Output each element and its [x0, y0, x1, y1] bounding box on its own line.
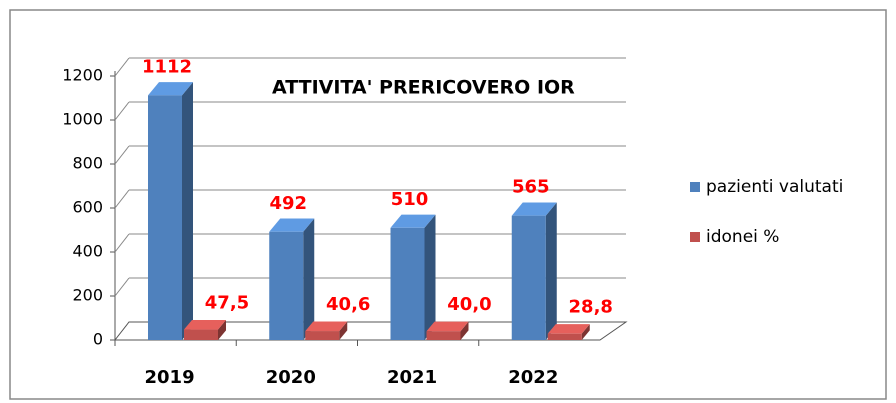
- bar-top: [390, 214, 436, 228]
- data-label: 492: [269, 193, 307, 214]
- data-label: 40,6: [326, 294, 370, 315]
- y-tick-label: 200: [72, 286, 103, 305]
- bar-front: [305, 331, 340, 340]
- bar: [148, 82, 193, 340]
- bar-front: [547, 333, 582, 340]
- bar-side: [581, 324, 590, 340]
- grid-line: [114, 189, 130, 209]
- data-label: 47,5: [205, 293, 249, 314]
- bar-top: [305, 321, 348, 332]
- bar-side: [424, 214, 436, 340]
- bar-front: [390, 227, 425, 340]
- grid-line: [114, 101, 130, 121]
- data-label: 510: [391, 189, 429, 210]
- bar: [547, 324, 590, 340]
- bar: [269, 218, 315, 340]
- data-label: 565: [512, 177, 550, 198]
- bar-side: [182, 82, 193, 340]
- bar: [511, 202, 557, 340]
- bar: [305, 321, 348, 340]
- bar-top: [184, 319, 226, 330]
- x-tick-label: 2021: [387, 367, 437, 388]
- bar-side: [218, 319, 226, 340]
- bar: [390, 214, 436, 340]
- y-tick-label: 600: [72, 198, 103, 217]
- x-tick-label: 2020: [266, 367, 316, 388]
- legend-swatch: [690, 232, 700, 242]
- bar-side: [460, 321, 469, 340]
- bar-top: [511, 202, 557, 216]
- legend-label: idonei %: [706, 227, 779, 247]
- grid-line: [114, 277, 130, 297]
- x-tick-label: 2022: [508, 367, 558, 388]
- grid-line: [114, 57, 130, 77]
- bar-top: [148, 82, 193, 96]
- grid-line: [114, 233, 130, 253]
- data-label: 40,0: [447, 294, 491, 315]
- bar-top: [547, 324, 590, 334]
- y-tick-label: 800: [72, 154, 103, 173]
- bar: [426, 321, 469, 340]
- bar: [184, 319, 226, 340]
- chart-title: ATTIVITA' PRERICOVERO IOR: [272, 77, 575, 99]
- bar-side: [545, 202, 557, 340]
- y-tick-label: 0: [93, 330, 103, 349]
- data-label: 1112: [142, 56, 192, 77]
- y-tick-label: 400: [72, 242, 103, 261]
- bar-front: [426, 331, 461, 340]
- grid-line: [114, 145, 130, 165]
- bar-front: [184, 329, 218, 340]
- legend-label: pazienti valutati: [706, 177, 843, 197]
- bar-front: [511, 215, 546, 340]
- y-tick-label: 1000: [62, 110, 103, 129]
- bar-top: [426, 321, 469, 332]
- bar-front: [148, 95, 182, 340]
- bar-front: [269, 231, 304, 340]
- x-tick-label: 2019: [145, 367, 195, 388]
- y-tick-label: 1200: [62, 66, 103, 85]
- data-label: 28,8: [569, 297, 613, 318]
- bar-top: [269, 218, 315, 232]
- bar-side: [339, 321, 348, 340]
- legend-swatch: [690, 182, 700, 192]
- bar-side: [303, 218, 315, 340]
